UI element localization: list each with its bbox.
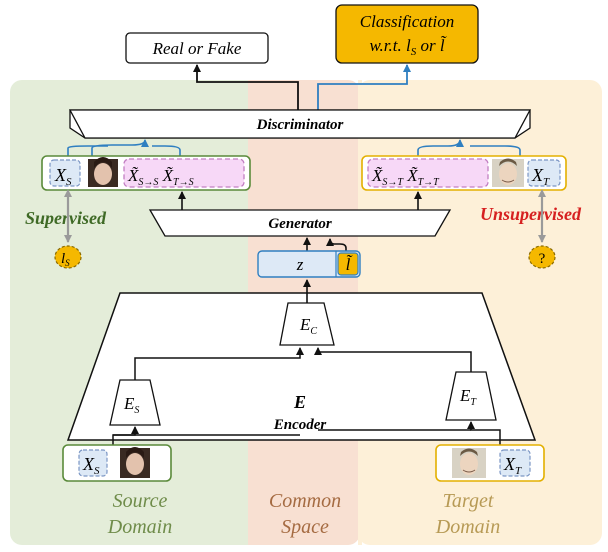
tgt-real-to-disc	[470, 145, 521, 156]
et-to-ec-line	[314, 347, 472, 372]
target-face-image	[492, 158, 524, 187]
svg-text:XT: XT	[503, 454, 522, 477]
source-domain-label-line1: Source	[113, 490, 168, 512]
svg-text:lS: lS	[61, 251, 70, 268]
source-domain-label-line2: Domain	[107, 516, 172, 538]
svg-text:XT: XT	[531, 165, 550, 188]
encoder-label: Encoder	[273, 417, 327, 433]
ec-label: EC	[299, 315, 317, 337]
classification-label-line1: Classification	[360, 12, 454, 31]
latent-z: z	[296, 255, 304, 274]
svg-text:XS: XS	[82, 454, 100, 477]
source-input-token	[78, 449, 108, 477]
target-domain-label-line2: Domain	[435, 516, 500, 538]
generator-block	[148, 209, 452, 237]
generator-label: Generator	[268, 216, 331, 232]
discriminator-label: Discriminator	[256, 117, 344, 133]
et-block	[445, 371, 497, 421]
classification-box	[335, 4, 479, 64]
es-to-ec-line	[134, 347, 304, 380]
unsupervised-label: Unsupervised	[480, 204, 582, 224]
target-input-face	[452, 448, 486, 478]
latent-ltilde: l̃	[346, 255, 353, 274]
ltilde-to-generator-arrow	[326, 238, 347, 251]
target-label-circle	[528, 245, 556, 269]
target-to-et-line	[467, 421, 501, 445]
tgt-recon-to-disc	[417, 139, 464, 156]
supervised-label: Supervised	[25, 208, 107, 228]
real-or-fake-box	[125, 32, 269, 64]
svg-text:XS: XS	[54, 165, 72, 188]
common-space-label-line1: Common	[269, 490, 341, 512]
encoder-block	[66, 292, 537, 441]
source-reconstruction-token	[123, 158, 245, 188]
target-reconstruction-token	[367, 158, 489, 188]
et-label: ET	[459, 386, 477, 408]
es-label: ES	[123, 394, 139, 416]
encoder-symbol: E	[293, 392, 306, 412]
latent-code-box	[257, 250, 361, 278]
source-face-image	[88, 157, 118, 187]
disc-to-class-arrow	[317, 64, 411, 110]
target-input-token	[499, 449, 531, 477]
common-space-label-line2: Space	[281, 516, 329, 538]
disc-to-real-arrow	[193, 64, 299, 110]
real-or-fake-label: Real or Fake	[152, 39, 242, 58]
svg-text:X̃S→S X̃T→S: X̃S→S X̃T→S	[127, 166, 194, 188]
latent-label-slot	[337, 252, 359, 276]
target-domain-label-line1: Target	[443, 490, 494, 512]
target-real-image-token	[527, 159, 561, 187]
ec-block	[279, 302, 335, 346]
es-block	[109, 379, 161, 426]
src-real-to-disc	[67, 145, 108, 156]
source-input-face	[120, 447, 150, 478]
classification-label-line2: w.r.t. lS or l̃	[369, 36, 446, 58]
source-real-image-token	[49, 159, 81, 187]
unknown-label: ?	[539, 251, 546, 267]
source-label-circle	[54, 245, 82, 269]
src-recon-to-disc	[152, 145, 181, 156]
svg-text:X̃S→T X̃T→T: X̃S→T X̃T→T	[371, 166, 440, 188]
